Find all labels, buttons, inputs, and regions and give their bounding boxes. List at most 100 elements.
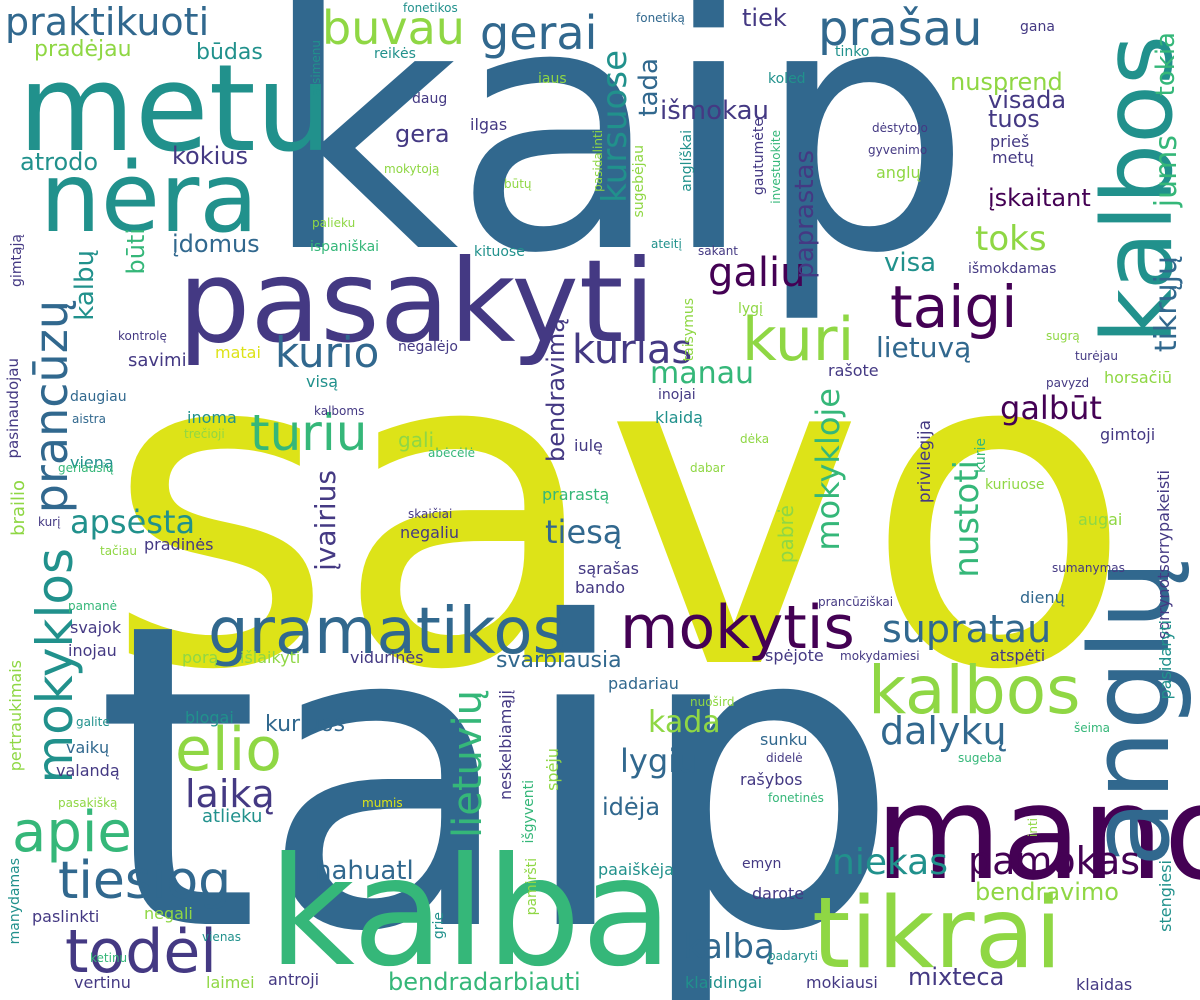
word: geriausių bbox=[58, 461, 114, 475]
word: taip bbox=[95, 535, 901, 1000]
word: gerai bbox=[480, 6, 598, 60]
word: dalykų bbox=[880, 709, 1007, 753]
word: trečioji bbox=[184, 427, 225, 441]
word: dabar bbox=[690, 461, 725, 475]
word: lietuvių bbox=[445, 690, 491, 839]
word: vienas bbox=[202, 930, 242, 944]
word: galiu bbox=[708, 250, 806, 296]
word: praktikuoti bbox=[5, 0, 210, 44]
word: ateitį bbox=[651, 237, 682, 251]
word: nustoti bbox=[947, 460, 987, 578]
word: visa bbox=[884, 248, 937, 278]
word: tikrųjų bbox=[1149, 256, 1184, 353]
word: fonetiką bbox=[636, 11, 685, 25]
word: pasakišką bbox=[58, 796, 118, 810]
word: ispaniškai bbox=[310, 239, 380, 255]
word: porą bbox=[182, 648, 219, 667]
word: jums bbox=[1149, 135, 1184, 208]
word: svarbiausia bbox=[496, 648, 622, 673]
word: sąrašas bbox=[578, 559, 639, 578]
word: kurias bbox=[572, 327, 693, 373]
word: mixteca bbox=[908, 963, 1005, 991]
word: palieku bbox=[312, 216, 356, 230]
word: aistra bbox=[72, 412, 106, 426]
word: pradinės bbox=[144, 535, 214, 554]
word: idėja bbox=[602, 793, 661, 821]
word: metų bbox=[992, 148, 1034, 167]
word: elio bbox=[175, 715, 282, 785]
word: būdas bbox=[196, 40, 263, 65]
word: klaidingai bbox=[685, 973, 763, 992]
word: abėcėlė bbox=[428, 446, 476, 460]
word: kuriuos bbox=[265, 712, 346, 737]
word: turėjau bbox=[1075, 349, 1118, 363]
word: paprastas bbox=[790, 150, 820, 279]
word: kurie bbox=[973, 438, 989, 473]
word: savo bbox=[105, 254, 1134, 766]
word: reikės bbox=[374, 46, 416, 62]
word: kituose bbox=[474, 244, 525, 260]
word: sumanymas bbox=[1052, 561, 1125, 575]
word: lygį bbox=[738, 301, 763, 317]
word: kuri bbox=[742, 305, 855, 375]
word: sunku bbox=[760, 730, 808, 749]
word: padariau bbox=[608, 674, 679, 693]
word: dėstytojo bbox=[872, 121, 928, 135]
word: visą bbox=[306, 372, 339, 391]
word: klaidą bbox=[655, 408, 703, 427]
word: prieš bbox=[990, 132, 1030, 151]
word: nėra bbox=[40, 142, 259, 254]
word: valandą bbox=[56, 761, 120, 780]
word: apsėsta bbox=[70, 503, 196, 541]
word: bendradarbiauti bbox=[388, 968, 581, 996]
word: galite bbox=[76, 715, 110, 729]
word: iulę bbox=[574, 436, 603, 455]
word: pradėjau bbox=[34, 37, 132, 62]
word: toks bbox=[975, 219, 1047, 259]
word: tiesą bbox=[545, 513, 623, 551]
word: sugrą bbox=[1046, 329, 1080, 343]
word: tinko bbox=[835, 44, 870, 60]
word: augai bbox=[1078, 510, 1123, 529]
word: kada bbox=[648, 705, 721, 740]
word: turiu bbox=[250, 404, 368, 462]
word: sugebėjau bbox=[631, 145, 647, 218]
word: pamanė bbox=[68, 599, 118, 613]
word: prašau bbox=[818, 1, 983, 57]
word: tuos bbox=[988, 105, 1040, 133]
word: kontrolę bbox=[118, 329, 167, 343]
word: sakant bbox=[698, 244, 739, 258]
word: stengiesi bbox=[1156, 860, 1175, 932]
word: galbūt bbox=[1000, 389, 1102, 427]
word: atspėti bbox=[990, 646, 1046, 665]
word: pertraukimais bbox=[6, 660, 25, 772]
word: pamokas bbox=[968, 839, 1141, 883]
word: neskelbiamąjį bbox=[496, 690, 515, 800]
word: vidurinės bbox=[350, 648, 424, 667]
word: vertinu bbox=[74, 973, 131, 992]
word: tačiau bbox=[100, 544, 137, 558]
word: taigi bbox=[890, 273, 1018, 341]
word: mumis bbox=[362, 796, 403, 810]
word: padaryti bbox=[768, 949, 819, 963]
word: nahuatl bbox=[315, 856, 414, 886]
word: antroji bbox=[268, 970, 320, 989]
word: spėjote bbox=[765, 646, 824, 665]
word: privilegija bbox=[915, 420, 935, 504]
word: inojau bbox=[68, 641, 117, 660]
word: atlieku bbox=[202, 806, 263, 827]
word: emyn bbox=[742, 856, 782, 872]
word: laiką bbox=[185, 772, 275, 816]
word: investuokite bbox=[769, 130, 783, 204]
word: gera bbox=[395, 120, 450, 148]
word: prarastą bbox=[542, 485, 610, 504]
word: ilgas bbox=[470, 115, 508, 134]
word: gimtoji bbox=[1100, 425, 1156, 444]
word: tokia bbox=[1151, 32, 1181, 97]
word: metu bbox=[18, 40, 332, 179]
word: rašote bbox=[828, 361, 879, 380]
word: todėl bbox=[65, 917, 217, 987]
word: kurį bbox=[38, 515, 61, 529]
word: tada bbox=[634, 58, 664, 117]
